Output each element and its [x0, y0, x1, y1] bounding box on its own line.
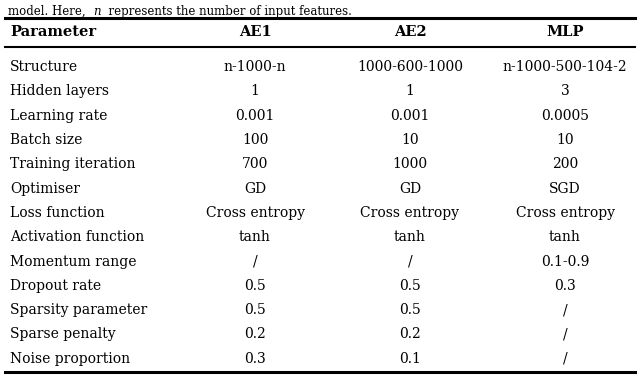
Text: /: / [563, 303, 567, 317]
Text: /: / [563, 352, 567, 366]
Text: 0.001: 0.001 [236, 109, 275, 123]
Text: 0.5: 0.5 [399, 279, 421, 293]
Text: 0.3: 0.3 [244, 352, 266, 366]
Text: AE2: AE2 [394, 25, 426, 39]
Text: 200: 200 [552, 157, 578, 171]
Text: Learning rate: Learning rate [10, 109, 108, 123]
Text: 0.3: 0.3 [554, 279, 576, 293]
Text: n-1000-n: n-1000-n [224, 60, 286, 74]
Text: 1: 1 [251, 85, 259, 98]
Text: /: / [408, 255, 412, 269]
Text: represents the number of input features.: represents the number of input features. [100, 5, 351, 18]
Text: Batch size: Batch size [10, 133, 83, 147]
Text: tanh: tanh [394, 230, 426, 244]
Text: 0.001: 0.001 [390, 109, 429, 123]
Text: tanh: tanh [549, 230, 581, 244]
Text: model. Here,: model. Here, [8, 5, 93, 18]
Text: 0.5: 0.5 [399, 303, 421, 317]
Text: MLP: MLP [547, 25, 584, 39]
Text: Sparse penalty: Sparse penalty [10, 327, 116, 341]
Text: 1000-600-1000: 1000-600-1000 [357, 60, 463, 74]
Text: n-1000-500-104-2: n-1000-500-104-2 [502, 60, 627, 74]
Text: Activation function: Activation function [10, 230, 144, 244]
Text: 0.1: 0.1 [399, 352, 421, 366]
Text: Cross entropy: Cross entropy [515, 206, 614, 220]
Text: Momentum range: Momentum range [10, 255, 136, 269]
Text: 0.5: 0.5 [244, 279, 266, 293]
Text: Hidden layers: Hidden layers [10, 85, 109, 98]
Text: Cross entropy: Cross entropy [360, 206, 460, 220]
Text: 100: 100 [242, 133, 268, 147]
Text: Structure: Structure [10, 60, 78, 74]
Text: Training iteration: Training iteration [10, 157, 136, 171]
Text: 1000: 1000 [392, 157, 428, 171]
Text: 0.2: 0.2 [399, 327, 421, 341]
Text: tanh: tanh [239, 230, 271, 244]
Text: Noise proportion: Noise proportion [10, 352, 130, 366]
Text: Sparsity parameter: Sparsity parameter [10, 303, 147, 317]
Text: Cross entropy: Cross entropy [205, 206, 305, 220]
Text: 10: 10 [556, 133, 574, 147]
Text: n: n [93, 5, 100, 18]
Text: 3: 3 [561, 85, 570, 98]
Text: /: / [253, 255, 257, 269]
Text: GD: GD [244, 182, 266, 196]
Text: /: / [563, 327, 567, 341]
Text: AE1: AE1 [239, 25, 271, 39]
Text: 0.2: 0.2 [244, 327, 266, 341]
Text: 0.0005: 0.0005 [541, 109, 589, 123]
Text: SGD: SGD [549, 182, 581, 196]
Text: 10: 10 [401, 133, 419, 147]
Text: 0.1-0.9: 0.1-0.9 [541, 255, 589, 269]
Text: 0.5: 0.5 [244, 303, 266, 317]
Text: Dropout rate: Dropout rate [10, 279, 101, 293]
Text: GD: GD [399, 182, 421, 196]
Text: Parameter: Parameter [10, 25, 96, 39]
Text: Loss function: Loss function [10, 206, 104, 220]
Text: Optimiser: Optimiser [10, 182, 80, 196]
Text: 700: 700 [242, 157, 268, 171]
Text: 1: 1 [406, 85, 415, 98]
